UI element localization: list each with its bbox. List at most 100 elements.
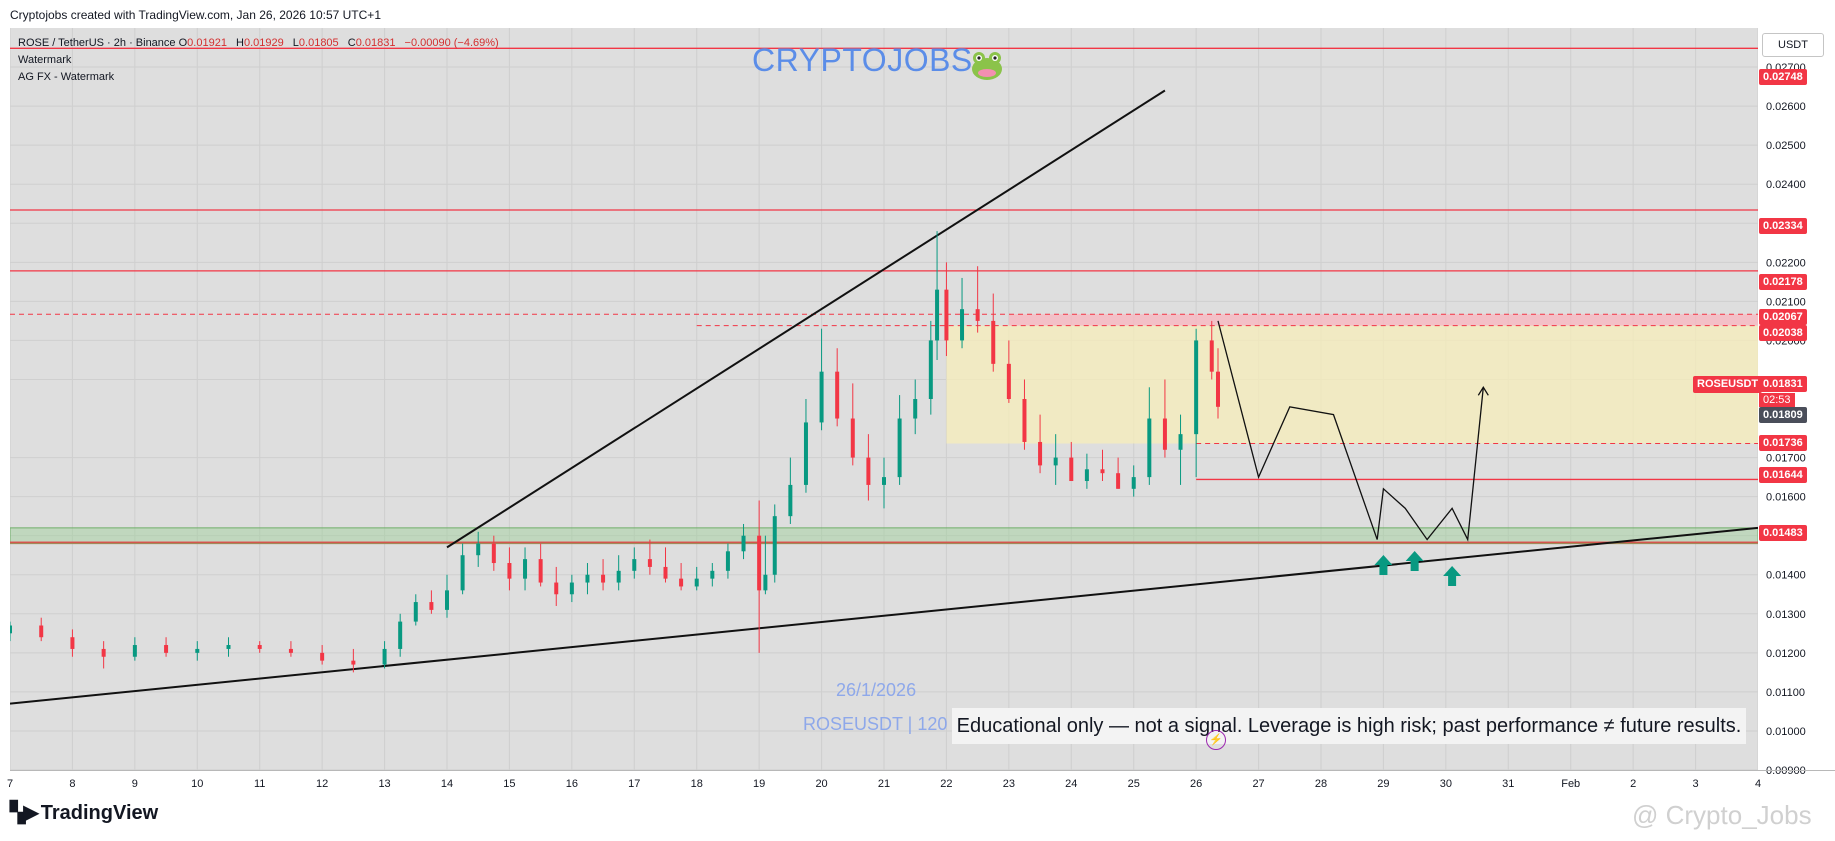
price-tag-01644: 0.01644 bbox=[1759, 467, 1807, 483]
candle-body bbox=[975, 309, 980, 321]
candle-body bbox=[866, 457, 871, 485]
open-value: 0.01921 bbox=[187, 37, 227, 49]
candle-body bbox=[835, 371, 840, 419]
candle-body bbox=[944, 289, 949, 341]
candle-body bbox=[507, 563, 512, 579]
candle-body bbox=[445, 590, 449, 610]
x-tick-label: 13 bbox=[378, 778, 390, 790]
o-label: O bbox=[178, 37, 188, 49]
y-tick-label: 0.01600 bbox=[1766, 492, 1806, 504]
x-tick-label: 21 bbox=[878, 778, 890, 790]
candle-body bbox=[1116, 473, 1121, 489]
candle-body bbox=[538, 559, 543, 583]
price-levels bbox=[10, 47, 1758, 545]
candle-body bbox=[1194, 340, 1199, 435]
candle-body bbox=[39, 625, 44, 638]
price-tag-last: 0.01831 bbox=[1759, 376, 1807, 392]
author-watermark: @ Crypto_Jobs bbox=[1632, 800, 1812, 830]
x-tick-label: 30 bbox=[1440, 778, 1452, 790]
tradingview-logo[interactable]: ▚▶ TradingView bbox=[10, 800, 158, 825]
candle-body bbox=[554, 582, 559, 595]
x-tick-label: 4 bbox=[1755, 778, 1761, 790]
bar-countdown: 02:53 bbox=[1759, 393, 1795, 407]
price-tag-02067: 0.02067 bbox=[1759, 309, 1807, 325]
candle-body bbox=[491, 543, 496, 564]
change-value: −0.00090 (−4.69%) bbox=[404, 37, 499, 49]
candle-body bbox=[694, 578, 699, 587]
currency-button[interactable]: USDT bbox=[1762, 33, 1824, 57]
candle-body bbox=[523, 559, 528, 579]
candle-body bbox=[679, 578, 684, 587]
candle-body bbox=[1215, 371, 1220, 407]
price-tag-01736: 0.01736 bbox=[1759, 435, 1807, 451]
x-tick-label: 3 bbox=[1693, 778, 1699, 790]
symbol-line: ROSE / TetherUS · 2h · Binance bbox=[18, 37, 176, 49]
watermark-symbol: ROSEUSDT | 120 bbox=[803, 714, 948, 734]
candle-body bbox=[913, 399, 918, 419]
brand-watermark: CRYPTOJOBS bbox=[752, 42, 973, 78]
up-arrow-icon bbox=[1374, 555, 1393, 575]
candle-body bbox=[1006, 363, 1011, 399]
x-tick-label: 31 bbox=[1502, 778, 1514, 790]
up-arrow-icon bbox=[1443, 566, 1462, 586]
y-tick-label: 0.02400 bbox=[1766, 179, 1806, 191]
candle-body bbox=[1053, 457, 1058, 466]
y-tick-label: 0.02500 bbox=[1766, 140, 1806, 152]
candle-body bbox=[10, 625, 12, 634]
y-tick-label: 0.02100 bbox=[1766, 296, 1806, 308]
axis-separator bbox=[10, 770, 1835, 771]
candle-body bbox=[1147, 418, 1152, 478]
x-tick-label: 27 bbox=[1252, 778, 1264, 790]
candle-body bbox=[803, 422, 808, 485]
candle-body bbox=[569, 582, 574, 595]
candle-body bbox=[850, 418, 855, 458]
h-label: H bbox=[236, 37, 244, 49]
y-tick-label: 0.01100 bbox=[1766, 687, 1805, 699]
trendlines bbox=[10, 89, 1758, 705]
flash-icon[interactable]: ⚡ bbox=[1206, 730, 1226, 750]
y-tick-label: 0.01400 bbox=[1766, 570, 1806, 582]
candle-body bbox=[882, 477, 886, 485]
y-tick-label: 0.01700 bbox=[1766, 453, 1806, 465]
candle-body bbox=[935, 289, 940, 341]
candle-body bbox=[632, 559, 637, 571]
close-value: 0.01831 bbox=[355, 37, 396, 49]
x-tick-label: 25 bbox=[1128, 778, 1140, 790]
candle-body bbox=[763, 574, 768, 591]
price-tag-02038: 0.02038 bbox=[1759, 325, 1807, 341]
projection-line bbox=[1217, 320, 1484, 542]
candle-body bbox=[585, 574, 590, 583]
candle-body bbox=[897, 418, 902, 478]
resistance-strip bbox=[1008, 314, 1758, 326]
x-tick-label: 15 bbox=[503, 778, 515, 790]
candle-body bbox=[1178, 434, 1183, 450]
x-tick-label: 20 bbox=[815, 778, 827, 790]
x-tick-label: 26 bbox=[1190, 778, 1202, 790]
candle-body bbox=[288, 648, 293, 653]
candle-body bbox=[195, 648, 200, 653]
candle-body bbox=[725, 551, 730, 571]
chart-legend: ROSE / TetherUS · 2h · Binance O0.01921 … bbox=[18, 35, 505, 86]
x-tick-label: 22 bbox=[940, 778, 952, 790]
price-tag-02334: 0.02334 bbox=[1759, 218, 1807, 234]
candle-body bbox=[741, 535, 746, 552]
x-tick-label: 24 bbox=[1065, 778, 1077, 790]
price-tag-02748: 0.02748 bbox=[1759, 69, 1807, 85]
low-value: 0.01805 bbox=[298, 37, 339, 49]
indicator-watermark[interactable]: Watermark bbox=[18, 54, 72, 66]
projection-path bbox=[1217, 320, 1489, 542]
indicator-agfx-watermark[interactable]: AG FX - Watermark bbox=[18, 71, 115, 83]
candle-body bbox=[226, 645, 231, 649]
trendline bbox=[446, 89, 1166, 549]
candle-body bbox=[1069, 457, 1074, 482]
disclaimer-text: Educational only — not a signal. Leverag… bbox=[952, 708, 1746, 744]
candle-body bbox=[1209, 340, 1214, 372]
arrows bbox=[1374, 551, 1462, 586]
candle-body bbox=[710, 570, 715, 579]
y-tick-label: 0.02600 bbox=[1766, 101, 1806, 113]
candle-body bbox=[164, 645, 169, 653]
high-value: 0.01929 bbox=[243, 37, 284, 49]
candles bbox=[10, 231, 1220, 673]
x-tick-label: 12 bbox=[316, 778, 328, 790]
